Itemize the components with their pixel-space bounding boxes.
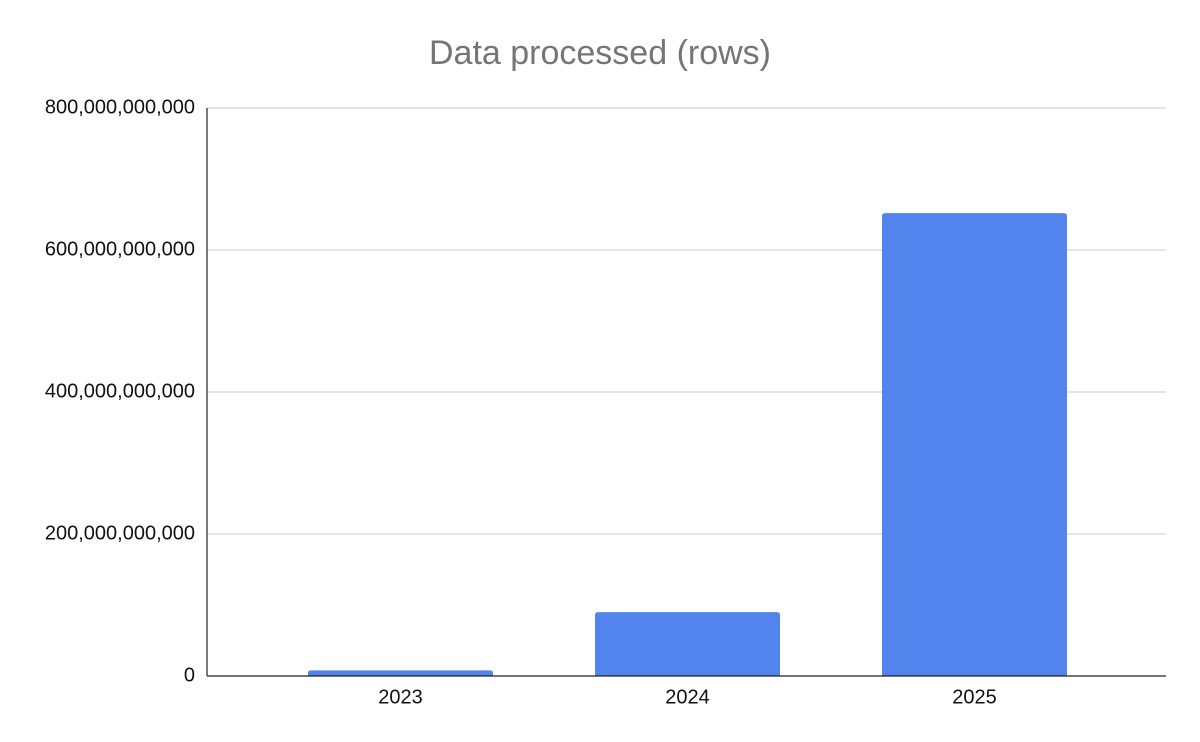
bar [595,612,780,676]
bar [882,213,1067,676]
x-tick-label: 2023 [378,686,423,708]
bar [308,670,493,676]
y-tick-label: 600,000,000,000 [45,238,195,260]
y-tick-label: 400,000,000,000 [45,380,195,402]
chart-title: Data processed (rows) [429,34,771,72]
y-tick-label: 0 [184,664,195,686]
y-tick-label: 200,000,000,000 [45,522,195,544]
y-tick-label: 800,000,000,000 [45,96,195,118]
x-tick-label: 2025 [952,686,997,708]
x-tick-label: 2024 [665,686,710,708]
